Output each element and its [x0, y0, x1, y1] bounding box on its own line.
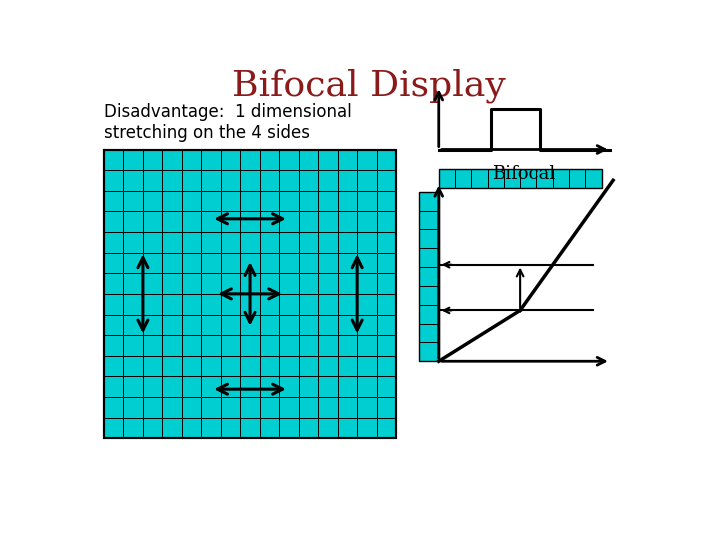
- Text: Bifocal: Bifocal: [492, 165, 556, 183]
- Bar: [438, 168, 601, 188]
- Bar: [104, 150, 396, 438]
- Bar: [104, 150, 396, 438]
- Bar: [419, 192, 438, 361]
- Text: Disadvantage:  1 dimensional
stretching on the 4 sides: Disadvantage: 1 dimensional stretching o…: [104, 103, 351, 142]
- Text: Bifocal Display: Bifocal Display: [232, 69, 506, 103]
